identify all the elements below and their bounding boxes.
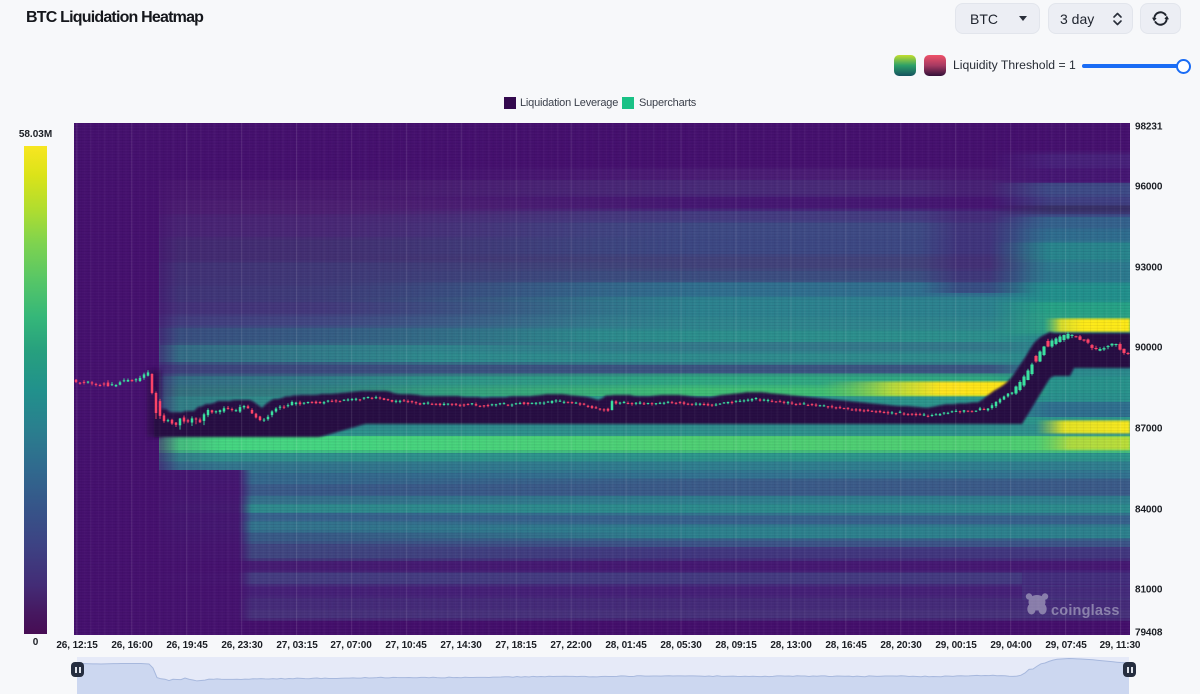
svg-text:coinglass: coinglass [1051,603,1120,619]
